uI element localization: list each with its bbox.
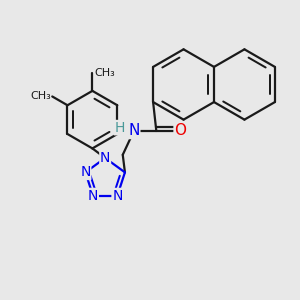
Text: O: O (174, 123, 186, 138)
Text: CH₃: CH₃ (30, 92, 51, 101)
Text: N: N (128, 123, 140, 138)
Text: H: H (114, 121, 125, 135)
Text: N: N (100, 151, 110, 165)
Text: N: N (88, 189, 98, 202)
Text: N: N (80, 165, 91, 179)
Text: N: N (112, 189, 123, 202)
Text: CH₃: CH₃ (94, 68, 115, 78)
